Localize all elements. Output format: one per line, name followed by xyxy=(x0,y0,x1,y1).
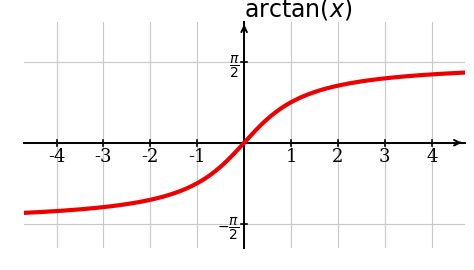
Text: $\mathrm{arctan}(x)$: $\mathrm{arctan}(x)$ xyxy=(244,0,352,22)
